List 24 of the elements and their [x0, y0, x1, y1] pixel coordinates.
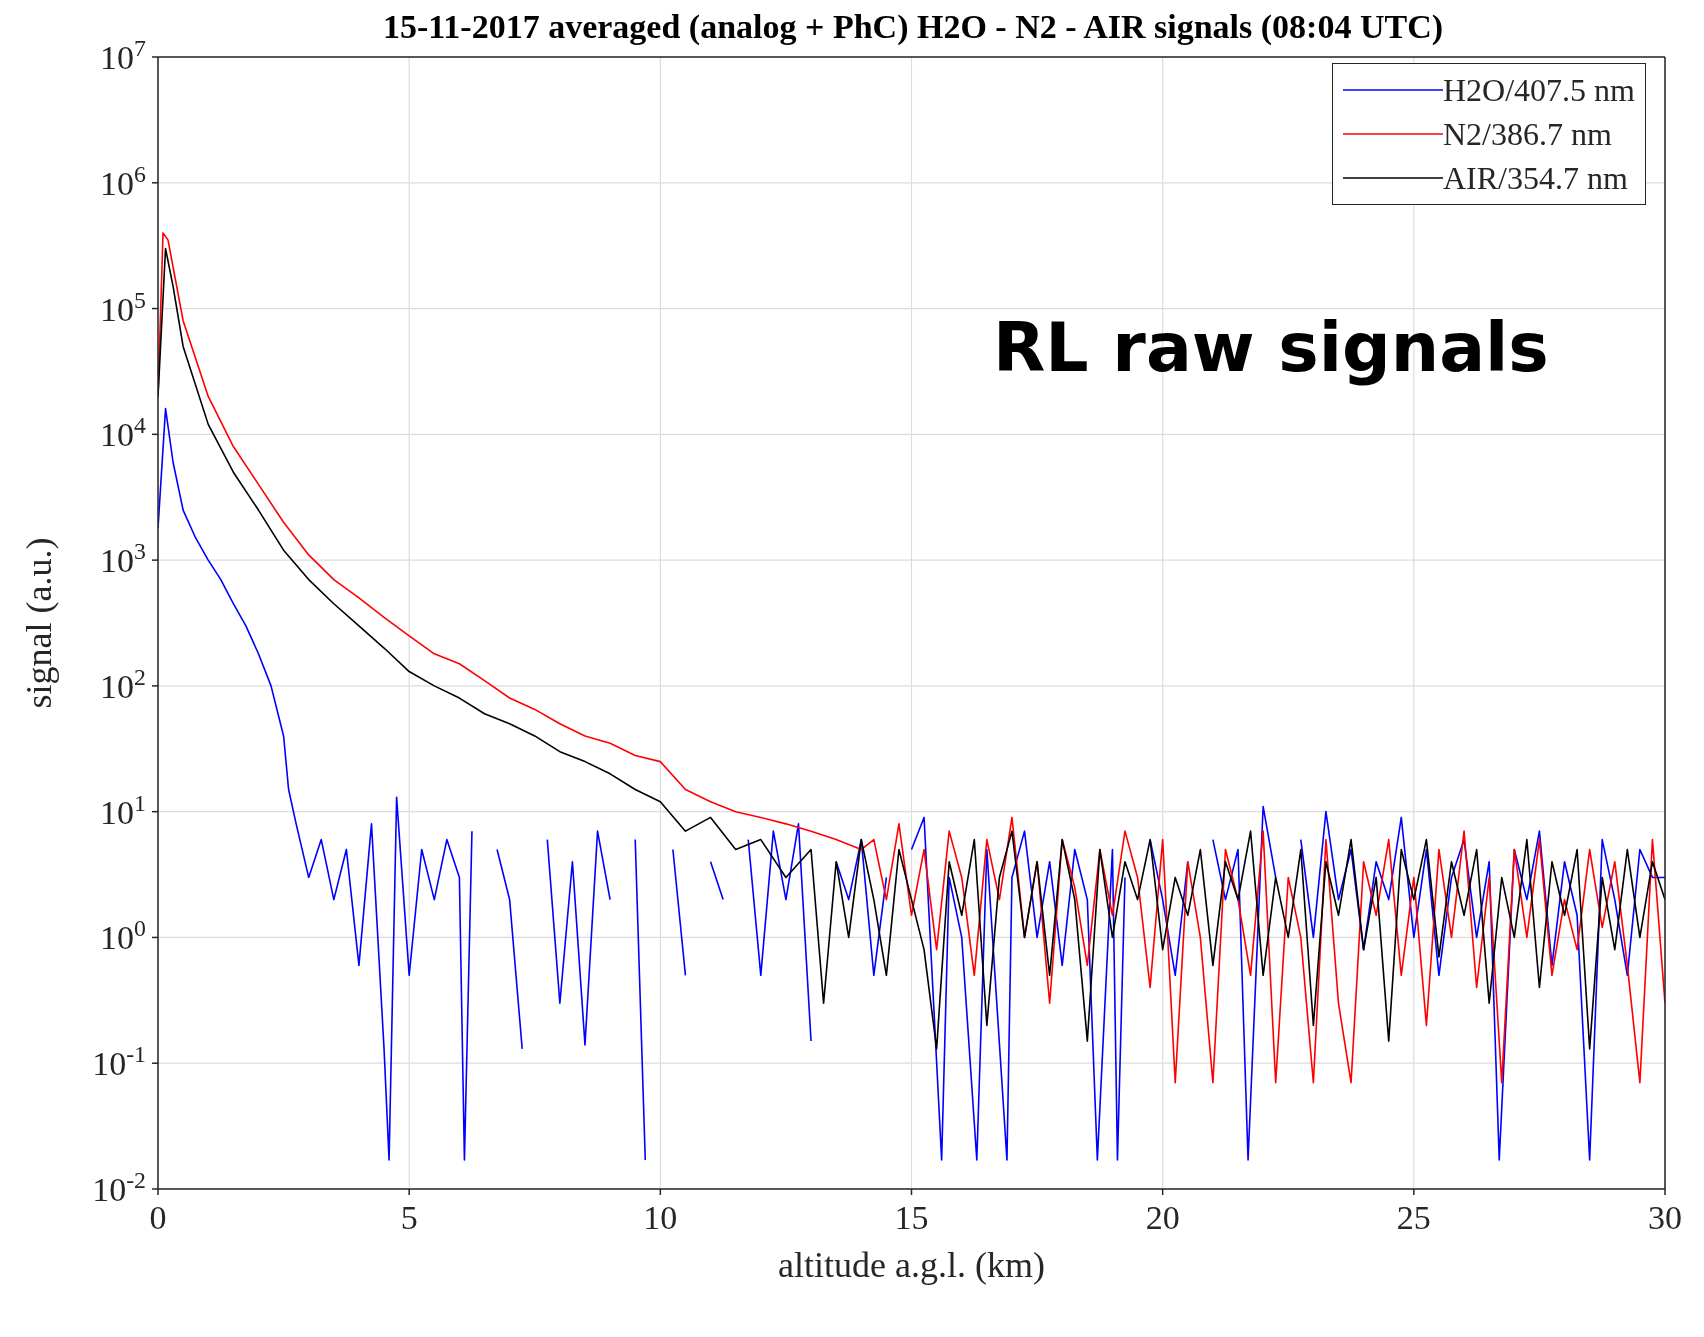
x-tick-label: 20 [1145, 1199, 1180, 1236]
y-axis-title: signal (a.u.) [18, 537, 59, 709]
y-tick-label: 10$^{3}$ [100, 538, 146, 580]
x-tick-label: 15 [894, 1199, 929, 1236]
legend-label: N2/386.7 nm [1443, 115, 1612, 153]
y-tick-label: 10$^{-2}$ [92, 1167, 146, 1208]
y-tick-label: 10$^{-1}$ [92, 1041, 146, 1083]
x-tick-label: 0 [149, 1199, 167, 1236]
y-tick-label: 10$^{4}$ [100, 412, 147, 454]
legend-label: AIR/354.7 nm [1443, 159, 1628, 197]
x-tick-label: 5 [400, 1199, 418, 1236]
y-tick-label: 10$^{0}$ [100, 915, 146, 957]
y-tick-label: 10$^{2}$ [100, 663, 146, 705]
x-tick-label: 25 [1396, 1199, 1431, 1236]
chart-title: 15-11-2017 averaged (analog + PhC) H2O - N2 - AIR signals (08:04 UTC) [381, 8, 1445, 46]
annotation: RL raw signals [993, 308, 1549, 387]
y-tick-label: 10$^{6}$ [100, 160, 147, 202]
x-tick-label: 30 [1648, 1199, 1682, 1236]
x-tick-label: 10 [643, 1199, 678, 1236]
y-tick-label: 10$^{7}$ [100, 35, 147, 76]
y-tick-label: 10$^{5}$ [100, 286, 146, 328]
y-tick-label: 10$^{1}$ [100, 789, 146, 831]
legend-label: H2O/407.5 nm [1443, 71, 1635, 109]
x-axis-title: altitude a.g.l. (km) [778, 1245, 1045, 1285]
